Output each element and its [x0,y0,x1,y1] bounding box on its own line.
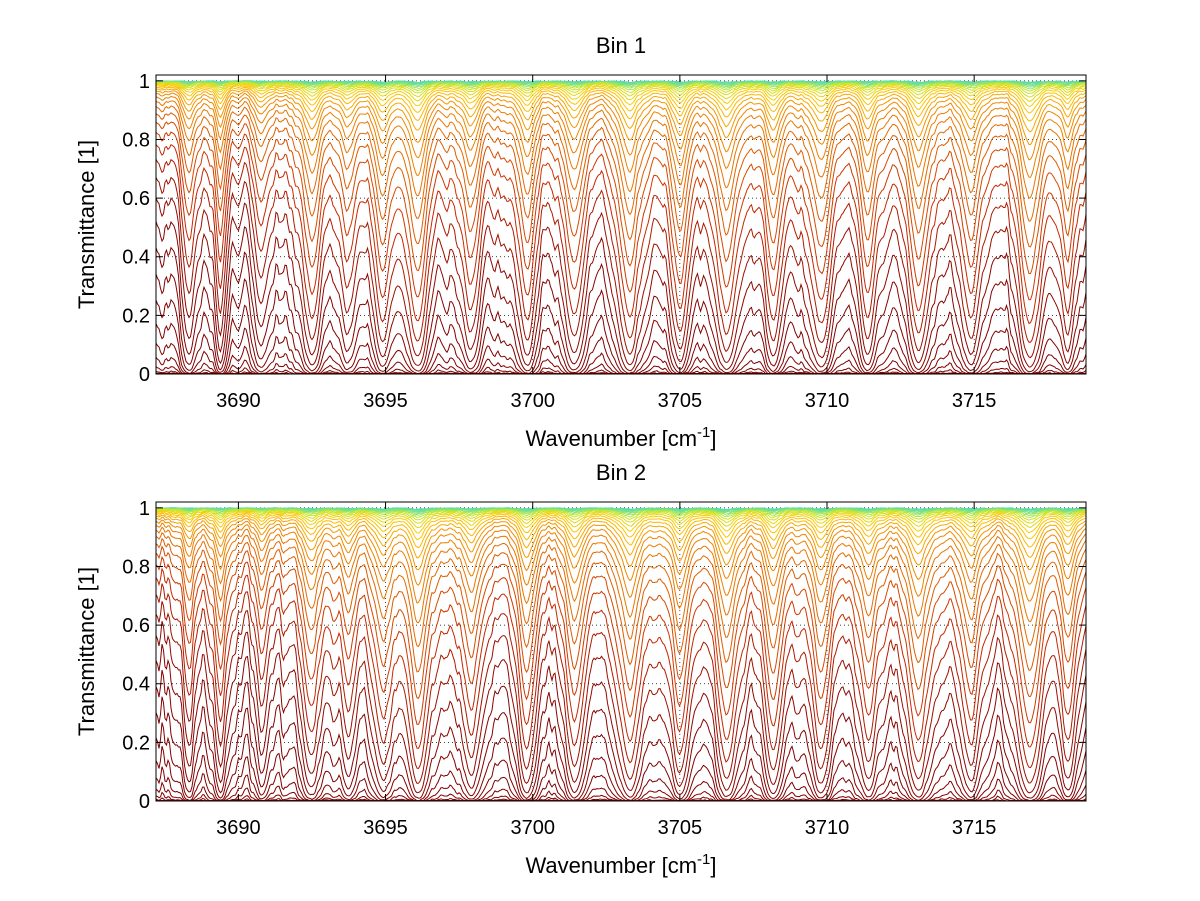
y-tick-label: 1 [139,498,150,520]
series-line [156,514,1086,559]
series-line [156,92,1086,161]
series-line [156,83,1086,107]
series-line [156,112,1086,248]
series-line [156,537,1086,673]
series-line [156,516,1086,571]
y-tick-label: 0 [139,791,150,813]
series-line [156,555,1086,725]
x-tick-label: 3700 [510,390,555,412]
y-tick-label: 0.2 [122,732,150,754]
series-line [156,84,1086,114]
series-line [156,105,1086,222]
series-line [156,131,1086,301]
series-group [156,506,1086,801]
x-tick-label: 3690 [216,390,261,412]
y-tick-label: 0.6 [122,615,150,637]
chart-title: Bin 1 [596,33,646,58]
y-tick-label: 0.4 [122,247,150,269]
series-line [156,158,1086,343]
x-tick-label: 3690 [216,817,261,839]
series-line [156,643,1086,799]
series-line [156,95,1086,178]
series-line [156,81,1086,95]
x-tick-label: 3715 [952,390,997,412]
series-line [156,143,1086,325]
y-tick-label: 0 [139,364,150,386]
x-tick-label: 3710 [805,390,850,412]
axes-frame [155,74,1087,375]
series-line [156,121,1086,275]
series-line [156,197,1086,368]
series-line [156,508,1086,519]
series-line [156,510,1086,534]
chart-title: Bin 2 [596,460,646,485]
y-axis-label: Transmittance [1] [74,567,99,736]
series-line [156,80,1086,85]
y-tick-label: 0.8 [122,556,150,578]
x-tick-label: 3700 [510,817,555,839]
series-line [156,746,1086,801]
series-line [156,81,1086,92]
x-axis-label: Wavenumber [cm-1] [525,424,716,451]
x-tick-label: 3710 [805,817,850,839]
series-line [156,522,1086,604]
series-line [156,90,1086,146]
series-line [156,220,1086,373]
series-line [156,507,1086,517]
series-line [156,583,1086,769]
series-line [156,80,1086,87]
series-line [156,322,1086,374]
x-tick-label: 3705 [658,817,703,839]
series-group [156,80,1086,374]
series-line [156,669,1086,801]
axes-frame [155,501,1087,802]
series-line [156,519,1086,586]
series-line [156,509,1086,524]
x-tick-label: 3695 [363,390,408,412]
series-line [156,621,1086,794]
x-tick-label: 3695 [363,817,408,839]
x-tick-label: 3705 [658,390,703,412]
series-line [156,82,1086,98]
series-line [156,88,1086,133]
series-line [156,509,1086,529]
x-axis-label: Wavenumber [cm-1] [525,851,716,878]
y-tick-label: 0.8 [122,129,150,151]
series-line [156,82,1086,102]
series-line [156,246,1086,374]
panel-bin-2: 3690 3695 3700 3705 3710 3715 0 0.2 0.4 0.6 0.8 1 Bi… [74,460,1087,878]
series-line [156,526,1086,624]
y-tick-label: 0.6 [122,188,150,210]
y-tick-label: 0.4 [122,674,150,696]
series-line [156,86,1086,122]
series-line [156,531,1086,648]
y-tick-label: 0.2 [122,305,150,327]
series-line [156,176,1086,359]
y-tick-label: 1 [139,71,150,93]
series-line [156,545,1086,699]
panel-bin-1: 3690 3695 3700 3705 3710 3715 0 0.2 0.4 0.6 0.8 1 Bi… [74,33,1087,451]
series-line [156,100,1086,199]
series-line [156,696,1086,801]
series-line [156,507,1086,515]
series-line [156,601,1086,784]
series-line [156,512,1086,549]
y-axis-label: Transmittance [1] [74,140,99,309]
series-line [156,511,1086,541]
series-line [156,567,1086,749]
series-line [156,507,1086,514]
series-line [156,508,1086,521]
series-line [156,722,1086,801]
x-tick-label: 3715 [952,817,997,839]
